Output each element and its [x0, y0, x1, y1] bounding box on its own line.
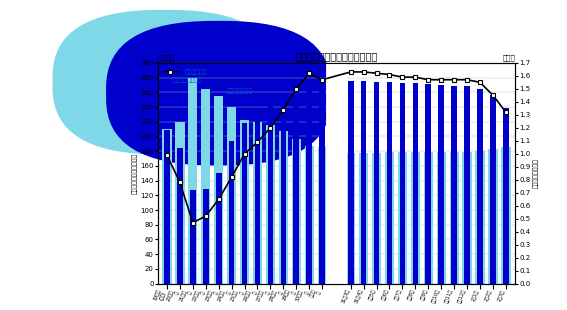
Bar — [424, 152, 433, 284]
Bar — [268, 106, 273, 284]
Bar — [162, 129, 172, 284]
Text: 月間有効求職者数: 月間有効求職者数 — [173, 77, 203, 83]
Bar — [175, 122, 184, 284]
Bar — [318, 148, 327, 284]
Bar — [229, 141, 235, 284]
Bar — [242, 123, 247, 284]
Bar — [177, 148, 183, 284]
Text: （倍）: （倍） — [502, 54, 515, 61]
Bar — [477, 89, 483, 284]
Bar — [425, 84, 431, 284]
Bar — [490, 95, 496, 284]
Bar — [253, 122, 262, 284]
Bar — [361, 81, 366, 284]
Bar — [374, 82, 379, 284]
Bar — [450, 152, 459, 284]
FancyBboxPatch shape — [106, 21, 331, 166]
Text: 有効求人倍率: 有効求人倍率 — [185, 69, 207, 75]
Bar — [346, 153, 356, 284]
Bar — [387, 82, 392, 284]
Bar — [240, 120, 249, 284]
Bar — [294, 86, 299, 284]
Bar — [475, 151, 485, 284]
Bar — [438, 85, 444, 284]
Bar — [464, 86, 470, 284]
Y-axis label: （有効求人・有効求職）: （有効求人・有効求職） — [132, 153, 137, 194]
Bar — [304, 146, 314, 284]
Bar — [266, 126, 275, 284]
Bar — [359, 153, 368, 284]
Bar — [413, 83, 418, 284]
Y-axis label: （有効求人倍率）: （有効求人倍率） — [533, 158, 539, 188]
Bar — [214, 96, 223, 284]
Text: 月間有効求人数: 月間有効求人数 — [226, 88, 253, 94]
Bar — [400, 83, 405, 284]
Bar — [437, 152, 446, 284]
Bar — [327, 63, 346, 284]
Bar — [372, 153, 381, 284]
Bar — [488, 149, 498, 284]
FancyBboxPatch shape — [53, 10, 277, 154]
Bar — [279, 131, 288, 284]
Bar — [451, 86, 457, 284]
Bar — [281, 95, 286, 284]
Bar — [216, 173, 222, 284]
Bar — [385, 152, 394, 284]
Bar — [503, 108, 509, 284]
Bar — [255, 115, 260, 284]
Bar — [398, 152, 407, 284]
Bar — [348, 81, 353, 284]
Bar — [227, 107, 236, 284]
Bar — [203, 189, 209, 284]
Bar — [190, 190, 196, 284]
Text: （万人）: （万人） — [158, 54, 175, 61]
Bar — [164, 130, 170, 284]
Bar — [501, 147, 510, 284]
Bar — [201, 89, 210, 284]
Bar — [319, 84, 325, 284]
Bar — [188, 78, 197, 284]
Bar — [306, 80, 312, 284]
Title: 求人、求職及び求人倍率の推移: 求人、求職及び求人倍率の推移 — [295, 51, 378, 61]
Bar — [463, 152, 472, 284]
Bar — [291, 139, 301, 284]
Bar — [411, 152, 420, 284]
